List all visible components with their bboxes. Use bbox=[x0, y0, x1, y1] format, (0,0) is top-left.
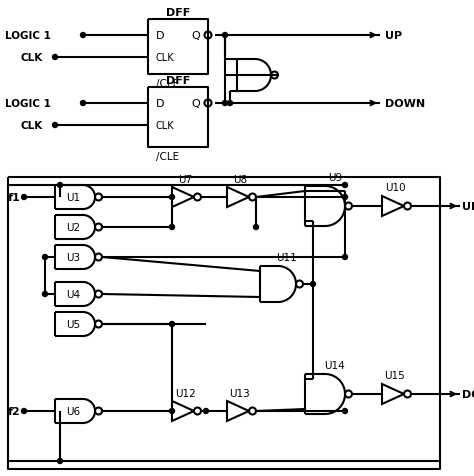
Text: U12: U12 bbox=[174, 388, 195, 398]
Text: DOWN: DOWN bbox=[385, 99, 425, 109]
Text: DFF: DFF bbox=[166, 8, 190, 18]
Text: U13: U13 bbox=[229, 388, 250, 398]
Text: U8: U8 bbox=[233, 175, 247, 185]
Text: U5: U5 bbox=[66, 319, 80, 329]
Circle shape bbox=[254, 225, 258, 230]
Circle shape bbox=[343, 255, 347, 260]
Text: Q: Q bbox=[191, 31, 200, 41]
Circle shape bbox=[203, 408, 209, 414]
Text: DFF: DFF bbox=[166, 76, 190, 86]
Text: Q: Q bbox=[191, 99, 200, 109]
Circle shape bbox=[21, 195, 27, 200]
Text: U11: U11 bbox=[277, 252, 297, 262]
Circle shape bbox=[43, 292, 47, 297]
Text: UP: UP bbox=[462, 201, 474, 211]
Text: U10: U10 bbox=[385, 183, 405, 193]
Circle shape bbox=[170, 225, 174, 230]
Circle shape bbox=[170, 408, 174, 414]
Circle shape bbox=[228, 101, 233, 106]
Text: U14: U14 bbox=[325, 360, 346, 370]
Text: U4: U4 bbox=[66, 289, 80, 299]
Text: U15: U15 bbox=[384, 370, 405, 380]
Text: U7: U7 bbox=[178, 175, 192, 185]
Circle shape bbox=[81, 101, 85, 106]
Text: CLK: CLK bbox=[156, 53, 174, 63]
Text: /CLE: /CLE bbox=[156, 152, 179, 162]
Text: LOGIC 1: LOGIC 1 bbox=[5, 31, 51, 41]
Text: LOGIC 1: LOGIC 1 bbox=[5, 99, 51, 109]
Text: CLK: CLK bbox=[20, 121, 42, 131]
Text: D: D bbox=[156, 31, 164, 41]
Text: UP: UP bbox=[385, 31, 402, 41]
Circle shape bbox=[222, 101, 228, 106]
Text: f2: f2 bbox=[8, 406, 21, 416]
Text: U3: U3 bbox=[66, 252, 80, 262]
Circle shape bbox=[53, 55, 57, 60]
Circle shape bbox=[343, 183, 347, 188]
Circle shape bbox=[343, 195, 347, 200]
Circle shape bbox=[310, 282, 316, 287]
Circle shape bbox=[53, 123, 57, 128]
Circle shape bbox=[43, 255, 47, 260]
Circle shape bbox=[170, 195, 174, 200]
Text: CLK: CLK bbox=[20, 53, 42, 63]
Circle shape bbox=[81, 33, 85, 39]
Text: D: D bbox=[156, 99, 164, 109]
Circle shape bbox=[222, 33, 228, 39]
Circle shape bbox=[21, 408, 27, 414]
Circle shape bbox=[57, 458, 63, 464]
Circle shape bbox=[343, 408, 347, 414]
Text: U2: U2 bbox=[66, 223, 80, 232]
Text: DOWN: DOWN bbox=[462, 389, 474, 399]
Text: /CLE: /CLE bbox=[156, 79, 179, 89]
Text: U1: U1 bbox=[66, 193, 80, 203]
Circle shape bbox=[170, 322, 174, 327]
Text: f1: f1 bbox=[8, 193, 21, 203]
Text: U6: U6 bbox=[66, 406, 80, 416]
Text: U9: U9 bbox=[328, 173, 342, 183]
Circle shape bbox=[57, 183, 63, 188]
Text: CLK: CLK bbox=[156, 121, 174, 131]
